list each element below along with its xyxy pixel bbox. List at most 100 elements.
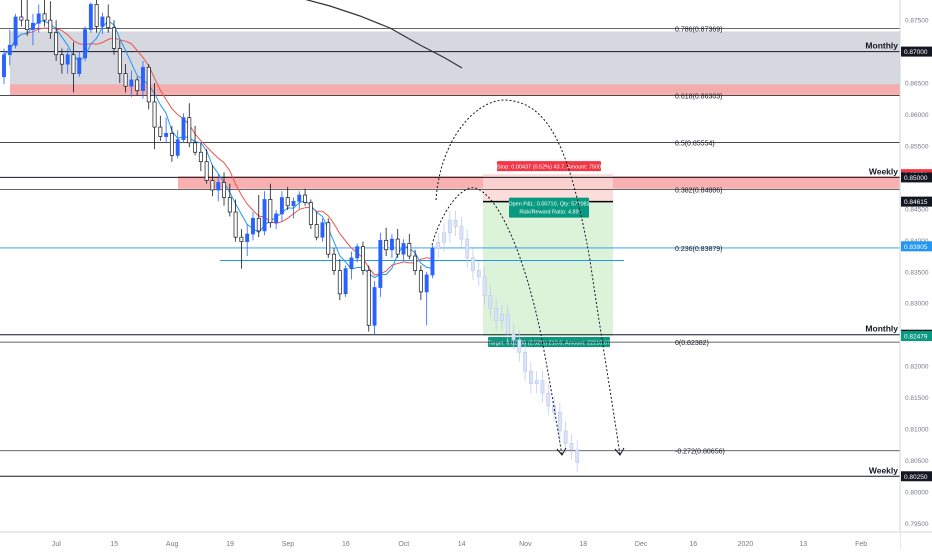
projection-candle-body [511, 333, 516, 341]
candle-body [7, 44, 12, 56]
candle-body [198, 151, 203, 163]
candle-body [117, 48, 122, 74]
projection-candle-body [540, 380, 545, 394]
price-tick-label: 0.81500 [905, 395, 929, 402]
projection-candle-body [557, 411, 562, 432]
projection-candle-body [546, 392, 551, 407]
price-tick-label: 0.82000 [905, 364, 929, 371]
candle-body [245, 233, 250, 242]
candle-body [204, 161, 209, 181]
time-axis-bg [0, 531, 900, 550]
price-tick-label: 0.79500 [905, 521, 929, 528]
fib-label-6: -0.272(0.80656) [675, 449, 725, 456]
target-label: Target: 0.02136 (2.52%) 213.6, Amount: 2… [488, 340, 610, 346]
stop-zone [483, 174, 613, 202]
price-tag: 0.85000 [904, 175, 928, 182]
projection-candle-body [534, 380, 539, 385]
candle-body [169, 133, 174, 156]
projection-candle-body [517, 339, 522, 353]
projection-candle-body [528, 370, 533, 385]
candle-body [413, 255, 418, 271]
candle-body [129, 79, 134, 87]
zone-0 [10, 31, 900, 93]
price-axis[interactable]: 0.87500 0.87000 0.86500 0.86000 0.85500 0.850… [899, 0, 932, 550]
projection-candle-body [569, 443, 574, 451]
time-tick-label: Dec [635, 541, 648, 548]
time-tick-label: Nov [519, 541, 532, 548]
candle-body [25, 19, 30, 30]
projection-candle-body [523, 352, 528, 372]
fib-label-2: 0.5(0.85554) [675, 141, 715, 148]
level-label-1: Weekly [869, 166, 898, 176]
time-tick-label: Jul [52, 541, 61, 548]
supply-demand-zones [10, 31, 900, 189]
price-tick-label: 0.83000 [905, 301, 929, 308]
zone-1 [10, 84, 900, 96]
candle-body [141, 66, 145, 91]
projection-candle-body [447, 219, 452, 234]
level-label-2: Monthly [865, 324, 898, 334]
candle-body [262, 199, 267, 232]
projection-candle-body [563, 430, 568, 444]
candle-body [285, 197, 290, 207]
candle-body [343, 268, 348, 295]
projection-candle-body [471, 257, 475, 271]
projection-arc-outer [435, 99, 621, 456]
candle-body [326, 222, 331, 255]
time-tick-label: 15 [110, 541, 118, 548]
price-tick-label: 0.83500 [905, 269, 929, 276]
price-tick-label: 0.86000 [905, 112, 929, 119]
candle-body [320, 222, 325, 238]
fib-label-0: 0.786(0.87369) [675, 26, 722, 33]
price-tag-bg [901, 46, 932, 57]
candle-body [395, 238, 400, 255]
candle-body [106, 16, 111, 29]
time-tick-label: Oct [398, 541, 409, 548]
price-tag: 0.82479 [904, 334, 928, 341]
projection-candle-body [488, 295, 493, 309]
arrowhead-outer [614, 447, 625, 456]
time-tick-label: 16 [342, 541, 350, 548]
candle-body [251, 217, 255, 235]
projection-candle-body [494, 307, 499, 322]
price-tick-label: 0.80000 [905, 489, 929, 496]
candle-body [77, 57, 82, 74]
ma-long-line [305, 0, 463, 69]
time-tick-label: 14 [458, 541, 466, 548]
candle-body [297, 194, 302, 202]
candle-body [65, 54, 70, 65]
candle-body [112, 27, 116, 49]
projection-candle-body [436, 241, 441, 249]
candle-body [36, 13, 41, 24]
level-label-0: Monthly [865, 41, 898, 51]
pnl-label-bg [509, 197, 589, 218]
price-tick-label: 0.80500 [905, 458, 929, 465]
arrowhead-inner [556, 447, 567, 456]
candle-body [361, 246, 365, 271]
price-tag: 0.84615 [904, 199, 928, 206]
time-tick-label: 16 [689, 541, 697, 548]
candle-body [418, 270, 423, 293]
candle-body [100, 16, 105, 27]
price-tick-label: 0.81000 [905, 427, 929, 434]
time-axis[interactable]: Jul 15 Aug 19 Sep 16 Oct 14 Nov 18 Dec 16 2020 13 Feb [0, 531, 932, 550]
fib-label-5: 0(0.82382) [675, 340, 709, 347]
candle-body [291, 200, 296, 207]
projection-candle-body [482, 276, 487, 296]
time-tick-label: Feb [855, 541, 867, 548]
projection-candle-body [453, 219, 458, 227]
time-tick-label: Sep [282, 541, 295, 548]
horizontal-levels[interactable]: 0.786(0.87369) 0.618(0.86303) 0.5(0.85554)… [0, 26, 900, 477]
price-tag: 0.87000 [904, 49, 928, 56]
candle-body [366, 270, 371, 326]
candle-body [222, 182, 226, 198]
candle-body [123, 73, 128, 87]
pnl-label: Open P&L: 0.00710, Qty: 572082 [508, 202, 589, 208]
candle-body [146, 66, 151, 103]
candle-body [158, 126, 163, 137]
fib-label-4: 0.236(0.83879) [675, 246, 722, 253]
candle-body [135, 79, 140, 91]
level-label-3: Weekly [869, 465, 898, 475]
